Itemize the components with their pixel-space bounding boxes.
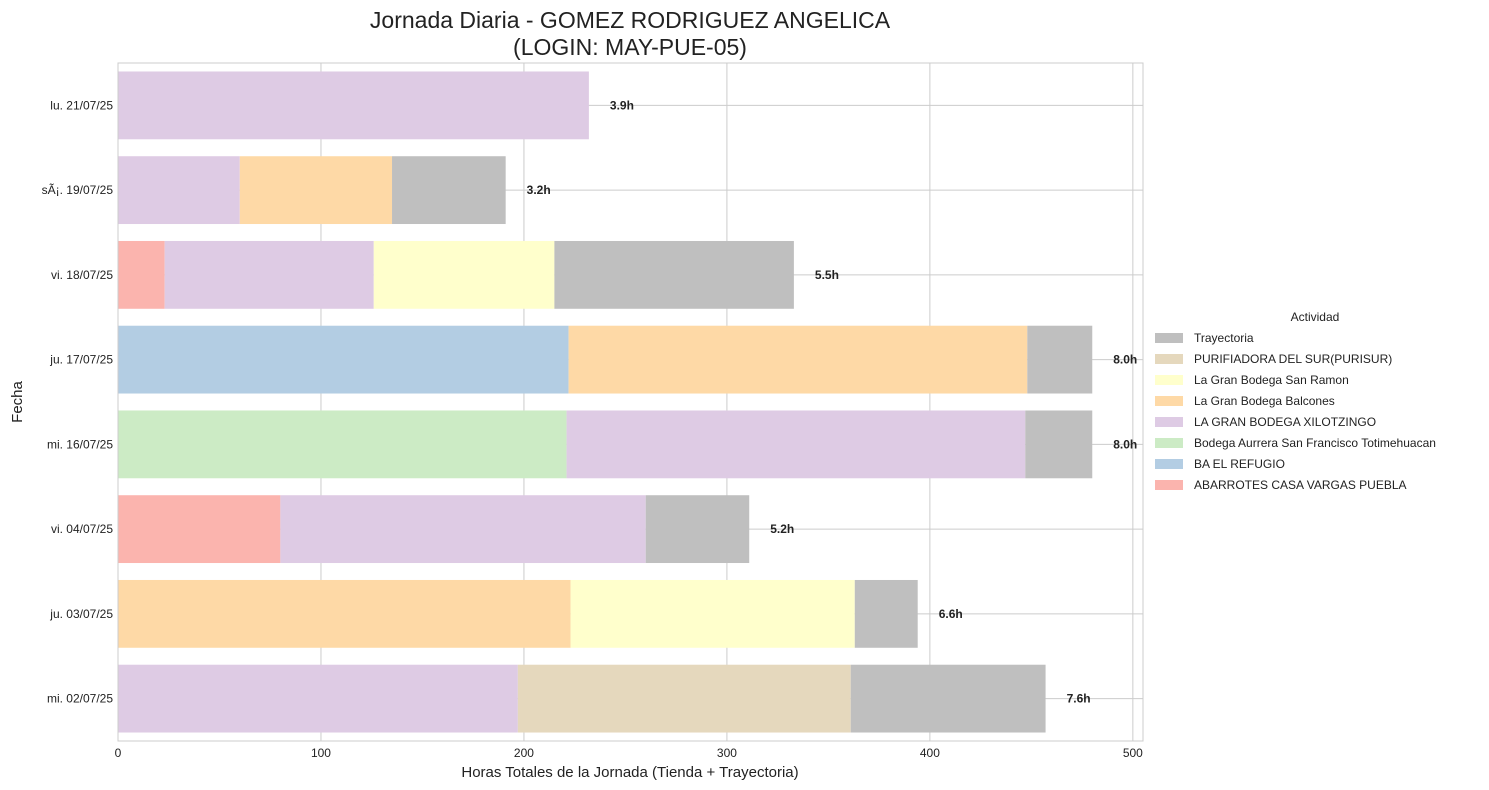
bar-segment bbox=[1027, 325, 1093, 394]
legend: Actividad Trayectoria PURIFIADORA DEL SUR… bbox=[1155, 310, 1436, 492]
bar-segment bbox=[239, 156, 393, 225]
bar-segment bbox=[568, 325, 1028, 394]
bar-segment bbox=[554, 240, 794, 309]
bar-segment bbox=[373, 240, 555, 309]
legend-swatch bbox=[1155, 459, 1183, 469]
y-tick-label: lu. 21/07/25 bbox=[50, 98, 113, 112]
x-axis-label: Horas Totales de la Jornada (Tienda + Tr… bbox=[461, 764, 798, 781]
bar-total-label: 8.0h bbox=[1113, 437, 1137, 451]
bar-segment bbox=[645, 495, 750, 564]
bar-segment bbox=[118, 664, 518, 733]
x-tick-label: 500 bbox=[1123, 746, 1143, 760]
plot-frame bbox=[117, 62, 1144, 742]
legend-entry-label: Trayectoria bbox=[1194, 331, 1254, 345]
bar-segment bbox=[118, 495, 281, 564]
bars bbox=[118, 71, 1093, 733]
legend-swatch bbox=[1155, 480, 1183, 490]
y-axis-ticks: lu. 21/07/25 sÃ¡. 19/07/25 vi. 18/07/25 ju.… bbox=[42, 98, 114, 705]
legend-swatch bbox=[1155, 375, 1183, 385]
y-tick-label: sÃ¡. 19/07/25 bbox=[42, 183, 114, 197]
legend-swatch bbox=[1155, 438, 1183, 448]
bar-segment bbox=[118, 579, 571, 648]
y-tick-label: vi. 04/07/25 bbox=[51, 522, 113, 536]
x-tick-label: 200 bbox=[514, 746, 534, 760]
legend-swatch bbox=[1155, 396, 1183, 406]
bar-segment bbox=[854, 579, 918, 648]
bar-segment bbox=[517, 664, 851, 733]
total-labels: 3.9h 3.2h 5.5h 8.0h 8.0h 5.2h 6.6h 7.6h bbox=[527, 98, 1138, 705]
bar-total-label: 7.6h bbox=[1067, 692, 1091, 706]
x-tick-label: 100 bbox=[311, 746, 331, 760]
y-axis-label: Fecha bbox=[9, 381, 26, 423]
legend-entry-label: Bodega Aurrera San Francisco Totimehuaca… bbox=[1194, 436, 1436, 450]
bar-total-label: 5.5h bbox=[815, 268, 839, 282]
y-tick-label: ju. 03/07/25 bbox=[49, 607, 113, 621]
bar-segment bbox=[164, 240, 374, 309]
legend-swatch bbox=[1155, 354, 1183, 364]
legend-entry-label: PURIFIADORA DEL SUR(PURISUR) bbox=[1194, 352, 1392, 366]
bar-total-label: 3.2h bbox=[527, 183, 551, 197]
y-tick-label: ju. 17/07/25 bbox=[49, 353, 113, 367]
bar-total-label: 3.9h bbox=[610, 98, 634, 112]
x-tick-label: 400 bbox=[920, 746, 940, 760]
x-tick-label: 300 bbox=[717, 746, 737, 760]
x-tick-label: 0 bbox=[115, 746, 122, 760]
bar-segment bbox=[570, 579, 855, 648]
legend-entry-label: BA EL REFUGIO bbox=[1194, 457, 1285, 471]
bar-segment bbox=[118, 410, 567, 479]
legend-entry-label: La Gran Bodega San Ramon bbox=[1194, 373, 1349, 387]
chart-title-line-1: Jornada Diaria - GOMEZ RODRIGUEZ ANGELIC… bbox=[370, 7, 891, 33]
legend-entry-label: ABARROTES CASA VARGAS PUEBLA bbox=[1194, 478, 1407, 492]
y-tick-label: mi. 02/07/25 bbox=[47, 692, 113, 706]
legend-swatch bbox=[1155, 417, 1183, 427]
x-axis-ticks: 0 100 200 300 400 500 bbox=[115, 746, 1144, 760]
bar-segment bbox=[118, 325, 569, 394]
y-tick-label: vi. 18/07/25 bbox=[51, 268, 113, 282]
bar-segment bbox=[1025, 410, 1093, 479]
legend-entry-label: La Gran Bodega Balcones bbox=[1194, 394, 1335, 408]
legend-swatch bbox=[1155, 333, 1183, 343]
bar-segment bbox=[118, 240, 165, 309]
legend-entry-label: LA GRAN BODEGA XILOTZINGO bbox=[1194, 415, 1376, 429]
bar-total-label: 8.0h bbox=[1113, 353, 1137, 367]
y-tick-label: mi. 16/07/25 bbox=[47, 437, 113, 451]
bar-total-label: 6.6h bbox=[939, 607, 963, 621]
bar-segment bbox=[850, 664, 1046, 733]
bar-total-label: 5.2h bbox=[770, 522, 794, 536]
bar-segment bbox=[392, 156, 506, 225]
bar-segment bbox=[566, 410, 1026, 479]
bar-segment bbox=[118, 156, 240, 225]
chart-title-line-2: (LOGIN: MAY-PUE-05) bbox=[513, 34, 747, 60]
legend-title: Actividad bbox=[1291, 310, 1340, 324]
bar-segment bbox=[118, 71, 589, 140]
bar-segment bbox=[280, 495, 646, 564]
